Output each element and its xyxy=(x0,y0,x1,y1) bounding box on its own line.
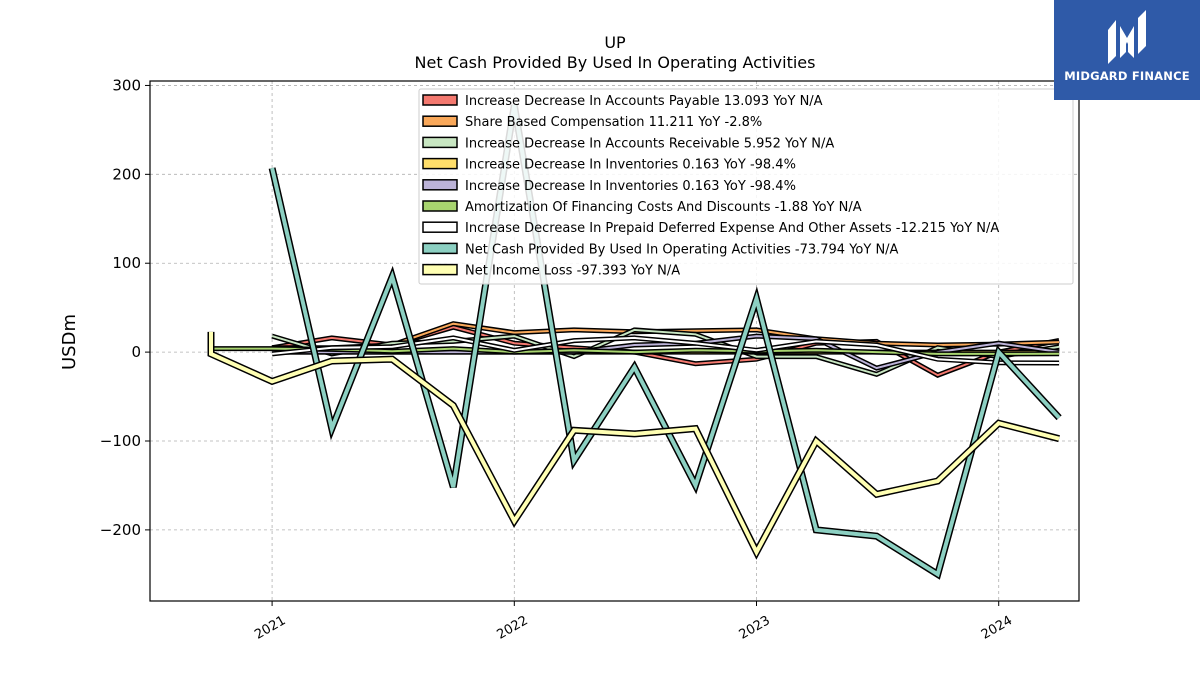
legend-swatch xyxy=(422,115,458,127)
brand-logo: MIDGARD FINANCE xyxy=(1054,0,1200,100)
legend-swatch xyxy=(422,179,458,191)
y-tick-label: −100 xyxy=(100,432,141,450)
legend-swatch xyxy=(422,157,458,170)
legend-entry: Amortization Of Financing Costs And Disc… xyxy=(465,200,862,215)
x-tick-label: 2023 xyxy=(737,613,773,643)
chart-subtitle: Net Cash Provided By Used In Operating A… xyxy=(415,53,816,72)
series-line xyxy=(207,331,1060,560)
logo-name: MIDGARD FINANCE xyxy=(1064,69,1190,83)
legend-swatch xyxy=(422,263,458,276)
legend-swatch xyxy=(422,136,458,149)
legend-entry: Increase Decrease In Inventories 0.163 Y… xyxy=(465,179,796,194)
x-tick-label: 2024 xyxy=(979,613,1015,643)
legend-entry: Share Based Compensation 11.211 YoY -2.8… xyxy=(465,115,762,130)
series-stroke xyxy=(270,104,1061,578)
legend-entry: Net Cash Provided By Used In Operating A… xyxy=(465,242,899,257)
y-tick-label: −200 xyxy=(100,521,141,539)
y-tick-label: 0 xyxy=(131,343,141,361)
legend-entry: Increase Decrease In Prepaid Deferred Ex… xyxy=(465,221,999,236)
series-line xyxy=(271,335,1060,366)
legend-entry: Increase Decrease In Inventories 0.163 Y… xyxy=(465,158,796,173)
y-tick-label: 200 xyxy=(112,165,141,183)
legend-swatch xyxy=(422,94,458,106)
legend-swatch xyxy=(422,242,458,255)
legend-box xyxy=(418,88,1074,285)
midgard-logo-icon xyxy=(1108,10,1146,64)
legend-swatch xyxy=(422,200,458,212)
legend: Increase Decrease In Accounts Payable 13… xyxy=(418,88,1074,285)
legend-entry: Net Income Loss -97.393 YoY N/A xyxy=(465,264,680,279)
legend-entry: Increase Decrease In Accounts Payable 13… xyxy=(465,94,823,109)
legend-entry: Increase Decrease In Accounts Receivable… xyxy=(465,136,834,151)
series-stroke xyxy=(271,336,1060,364)
y-tick-label: 300 xyxy=(112,76,141,94)
legend-swatch xyxy=(422,221,458,233)
y-axis-label: USDm xyxy=(59,314,80,370)
series-stroke xyxy=(209,331,1060,557)
plot-frame xyxy=(149,80,1080,602)
y-tick-label: 100 xyxy=(112,254,141,272)
x-tick-label: 2022 xyxy=(494,613,530,643)
series-line xyxy=(268,104,1062,580)
chart-title: UP xyxy=(604,33,626,52)
plot-area xyxy=(207,104,1062,580)
x-tick-label: 2021 xyxy=(252,613,288,643)
